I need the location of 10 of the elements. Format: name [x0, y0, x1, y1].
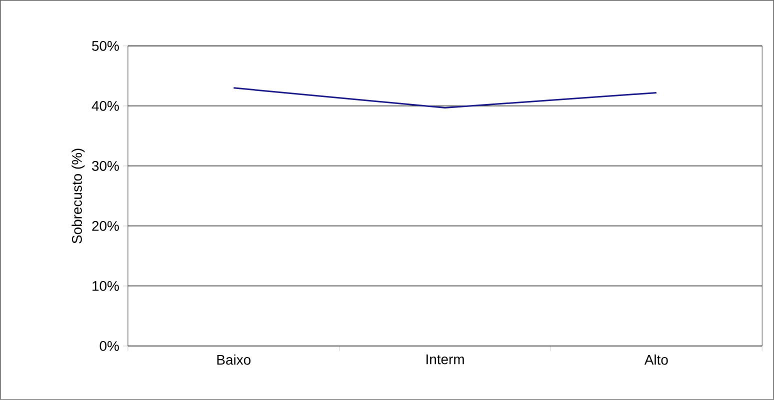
x-tick-label: Baixo — [217, 354, 250, 365]
y-tick-label: 30% — [92, 161, 119, 171]
y-tick-label: 50% — [92, 41, 119, 51]
y-tick-label: 10% — [92, 281, 119, 291]
y-tick-label: 0% — [100, 341, 119, 351]
x-tick-label: Alto — [644, 354, 668, 365]
y-tick-label: 20% — [92, 221, 119, 231]
y-axis-title: Sobrecusto (%) — [72, 148, 85, 244]
x-tick-label: Interm — [426, 354, 464, 364]
y-tick-label: 40% — [92, 101, 119, 111]
